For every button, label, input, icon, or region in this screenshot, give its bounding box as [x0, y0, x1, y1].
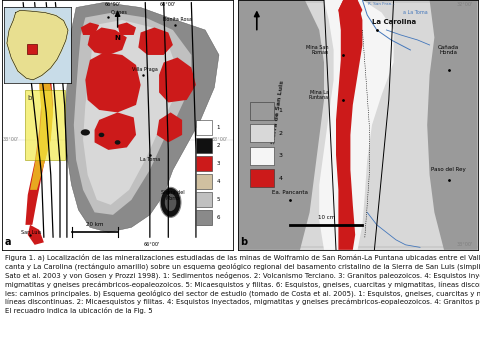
Bar — [250, 125, 274, 142]
Ellipse shape — [115, 140, 120, 145]
Polygon shape — [30, 67, 53, 190]
Text: 33°00': 33°00' — [456, 242, 473, 247]
Text: Cañada
Honda: Cañada Honda — [438, 44, 459, 56]
Ellipse shape — [98, 133, 104, 137]
Bar — [250, 147, 274, 165]
Text: 66°00': 66°00' — [160, 2, 177, 8]
Ellipse shape — [81, 129, 90, 136]
Text: 4: 4 — [216, 179, 220, 184]
Bar — [25, 90, 65, 160]
Text: 33°00': 33°00' — [212, 137, 228, 142]
Text: Villa Praga: Villa Praga — [132, 67, 158, 73]
Text: Mina La
Puntana: Mina La Puntana — [309, 90, 329, 100]
Text: 2: 2 — [216, 143, 220, 148]
Text: 4: 4 — [278, 176, 282, 181]
Text: R. San Fran...: R. San Fran... — [368, 2, 395, 7]
Polygon shape — [427, 0, 478, 250]
Polygon shape — [7, 10, 68, 80]
Polygon shape — [157, 112, 182, 142]
Text: 5: 5 — [216, 197, 220, 202]
Polygon shape — [88, 27, 127, 55]
Polygon shape — [28, 225, 44, 245]
Text: Sierra del
Morro: Sierra del Morro — [161, 190, 185, 201]
Polygon shape — [338, 0, 362, 25]
Text: a: a — [5, 237, 11, 247]
Text: 3: 3 — [216, 161, 220, 166]
Text: Bonita Rosa: Bonita Rosa — [163, 17, 192, 23]
Text: 33°00': 33°00' — [2, 137, 19, 142]
Text: Quines: Quines — [111, 10, 128, 15]
Text: San Francisco: San Francisco — [25, 48, 58, 52]
Text: 66°00': 66°00' — [144, 242, 160, 247]
Polygon shape — [138, 27, 173, 55]
Bar — [26, 44, 37, 53]
Bar — [196, 210, 212, 225]
Polygon shape — [74, 12, 192, 215]
Text: a La Toma: a La Toma — [403, 10, 428, 15]
Text: Mina San
Román: Mina San Román — [306, 44, 329, 56]
Bar — [196, 156, 212, 171]
Polygon shape — [83, 20, 178, 205]
Text: La Carolina: La Carolina — [372, 19, 416, 25]
Bar — [196, 138, 212, 153]
Polygon shape — [85, 52, 141, 112]
Polygon shape — [336, 0, 362, 250]
Text: 3: 3 — [278, 153, 282, 158]
Polygon shape — [95, 112, 136, 150]
Text: b: b — [28, 95, 32, 101]
Polygon shape — [25, 40, 53, 225]
Text: La Toma: La Toma — [140, 158, 160, 162]
Text: 20 km: 20 km — [86, 222, 103, 227]
Text: N: N — [115, 35, 120, 41]
Text: Figura 1. a) Localización de las mineralizaciones estudiadas de las minas de Wol: Figura 1. a) Localización de las mineral… — [5, 253, 480, 314]
Text: 2: 2 — [278, 131, 282, 136]
Text: 66°90': 66°90' — [105, 2, 121, 8]
Text: San Luis: San Luis — [21, 230, 41, 235]
Polygon shape — [238, 0, 324, 250]
Polygon shape — [159, 58, 196, 102]
Polygon shape — [81, 23, 99, 35]
Polygon shape — [65, 2, 219, 232]
Bar — [250, 169, 274, 187]
Polygon shape — [319, 0, 394, 250]
Text: Paso del Rey: Paso del Rey — [432, 167, 466, 172]
Text: 6: 6 — [216, 215, 220, 220]
Polygon shape — [118, 23, 136, 35]
Bar — [196, 175, 212, 189]
Text: 32°00': 32°00' — [456, 2, 473, 8]
Text: 1: 1 — [216, 125, 220, 130]
Text: 1: 1 — [278, 108, 282, 113]
Text: 10 cm: 10 cm — [318, 215, 335, 220]
Text: b: b — [240, 237, 247, 247]
Bar — [196, 192, 212, 207]
Bar — [250, 102, 274, 120]
Ellipse shape — [165, 194, 176, 211]
Text: Sierra de San Luis: Sierra de San Luis — [272, 81, 285, 144]
Text: Ea. Pancanta: Ea. Pancanta — [272, 190, 308, 195]
Ellipse shape — [160, 187, 181, 217]
Bar — [196, 120, 212, 135]
